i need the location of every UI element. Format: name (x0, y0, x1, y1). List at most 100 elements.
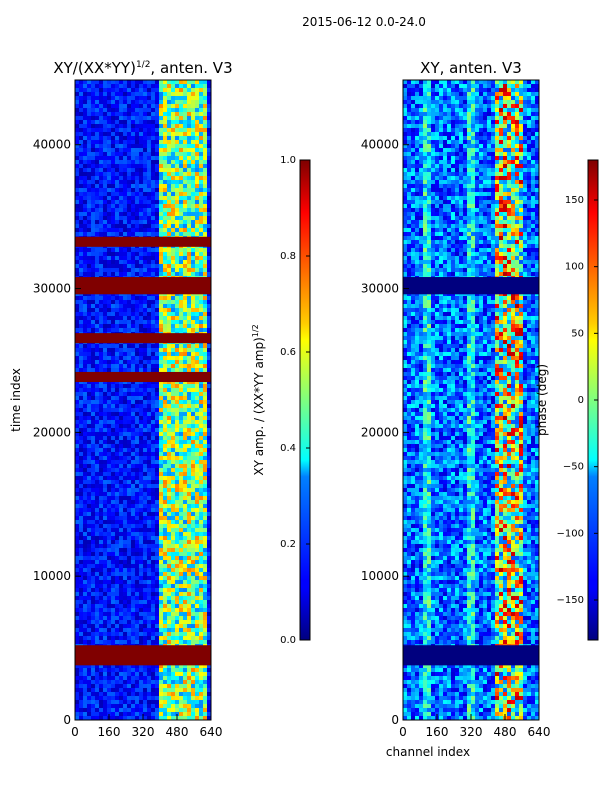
heatmap-cell (187, 604, 192, 609)
heatmap-cell (187, 460, 192, 465)
heatmap-cell (179, 412, 184, 417)
heatmap-cell (107, 444, 112, 449)
heatmap-cell (83, 364, 88, 369)
heatmap-cell (147, 444, 152, 449)
heatmap-cell (123, 224, 128, 229)
heatmap-cell (95, 600, 100, 605)
heatmap-cell (75, 160, 80, 165)
heatmap-cell (87, 212, 92, 217)
heatmap-cell (179, 296, 184, 301)
heatmap-cell (183, 300, 188, 305)
heatmap-cell (135, 460, 140, 465)
heatmap-cell (123, 188, 128, 193)
heatmap-cell (183, 316, 188, 321)
heatmap-cell (87, 532, 92, 537)
heatmap-cell (179, 552, 184, 557)
heatmap-cell (171, 156, 176, 161)
heatmap-cell (171, 476, 176, 481)
heatmap-cell (147, 136, 152, 141)
heatmap-cell (111, 232, 116, 237)
heatmap-cell (91, 420, 96, 425)
heatmap-cell (163, 488, 168, 493)
heatmap-cell (187, 600, 192, 605)
heatmap-cell (143, 492, 148, 497)
heatmap-cell (79, 592, 84, 597)
heatmap-cell (147, 508, 152, 513)
heatmap-cell (187, 188, 192, 193)
heatmap-cell (183, 632, 188, 637)
heatmap-cell (143, 468, 148, 473)
heatmap-cell (167, 608, 172, 613)
heatmap-cell (107, 136, 112, 141)
heatmap-cell (183, 532, 188, 537)
heatmap-cell (131, 596, 136, 601)
heatmap-cell (203, 168, 208, 173)
heatmap-cell (115, 488, 120, 493)
heatmap-cell (123, 636, 128, 641)
heatmap-cell (187, 620, 192, 625)
heatmap-cell (127, 132, 132, 137)
heatmap-cell (107, 536, 112, 541)
heatmap-cell (131, 156, 136, 161)
heatmap-cell (95, 172, 100, 177)
heatmap-cell (123, 352, 128, 357)
heatmap-cell (127, 112, 132, 117)
heatmap-cell (87, 540, 92, 545)
heatmap-cell (119, 596, 124, 601)
heatmap-cell (99, 172, 104, 177)
heatmap-cell (207, 316, 212, 321)
heatmap-cell (191, 392, 196, 397)
heatmap-cell (203, 416, 208, 421)
heatmap-cell (151, 456, 156, 461)
heatmap-cell (195, 536, 200, 541)
heatmap-cell (151, 360, 156, 365)
heatmap-cell (203, 484, 208, 489)
heatmap-cell (155, 400, 160, 405)
heatmap-cell (83, 392, 88, 397)
heatmap-cell (123, 120, 128, 125)
heatmap-cell (179, 304, 184, 309)
heatmap-cell (191, 164, 196, 169)
heatmap-cell (195, 172, 200, 177)
heatmap-cell (195, 252, 200, 257)
heatmap-cell (179, 300, 184, 305)
heatmap-cell (151, 404, 156, 409)
heatmap-cell (131, 252, 136, 257)
heatmap-cell (99, 640, 104, 645)
heatmap-cell (163, 616, 168, 621)
heatmap-cell (79, 404, 84, 409)
heatmap-cell (183, 344, 188, 349)
heatmap-cell (79, 428, 84, 433)
heatmap-cell (175, 160, 180, 165)
heatmap-cell (199, 312, 204, 317)
heatmap-cell (199, 532, 204, 537)
heatmap-cell (83, 232, 88, 237)
heatmap-cell (195, 444, 200, 449)
heatmap-cell (87, 300, 92, 305)
heatmap-cell (155, 584, 160, 589)
heatmap-cell (159, 448, 164, 453)
heatmap-cell (155, 456, 160, 461)
heatmap-cell (207, 384, 212, 389)
heatmap-cell (191, 96, 196, 101)
heatmap-cell (163, 636, 168, 641)
heatmap-cell (147, 580, 152, 585)
heatmap-cell (163, 500, 168, 505)
heatmap-cell (199, 400, 204, 405)
heatmap-cell (139, 452, 144, 457)
heatmap-cell (171, 520, 176, 525)
heatmap-cell (163, 416, 168, 421)
heatmap-cell (199, 176, 204, 181)
heatmap-cell (135, 628, 140, 633)
heatmap-cell (119, 624, 124, 629)
heatmap-cell (171, 572, 176, 577)
heatmap-cell (175, 640, 180, 645)
heatmap-cell (191, 536, 196, 541)
heatmap-cell (87, 588, 92, 593)
heatmap-cell (139, 384, 144, 389)
heatmap-cell (151, 248, 156, 253)
heatmap-cell (127, 664, 132, 669)
heatmap-cell (147, 316, 152, 321)
heatmap-cell (203, 148, 208, 153)
heatmap-cell (107, 148, 112, 153)
